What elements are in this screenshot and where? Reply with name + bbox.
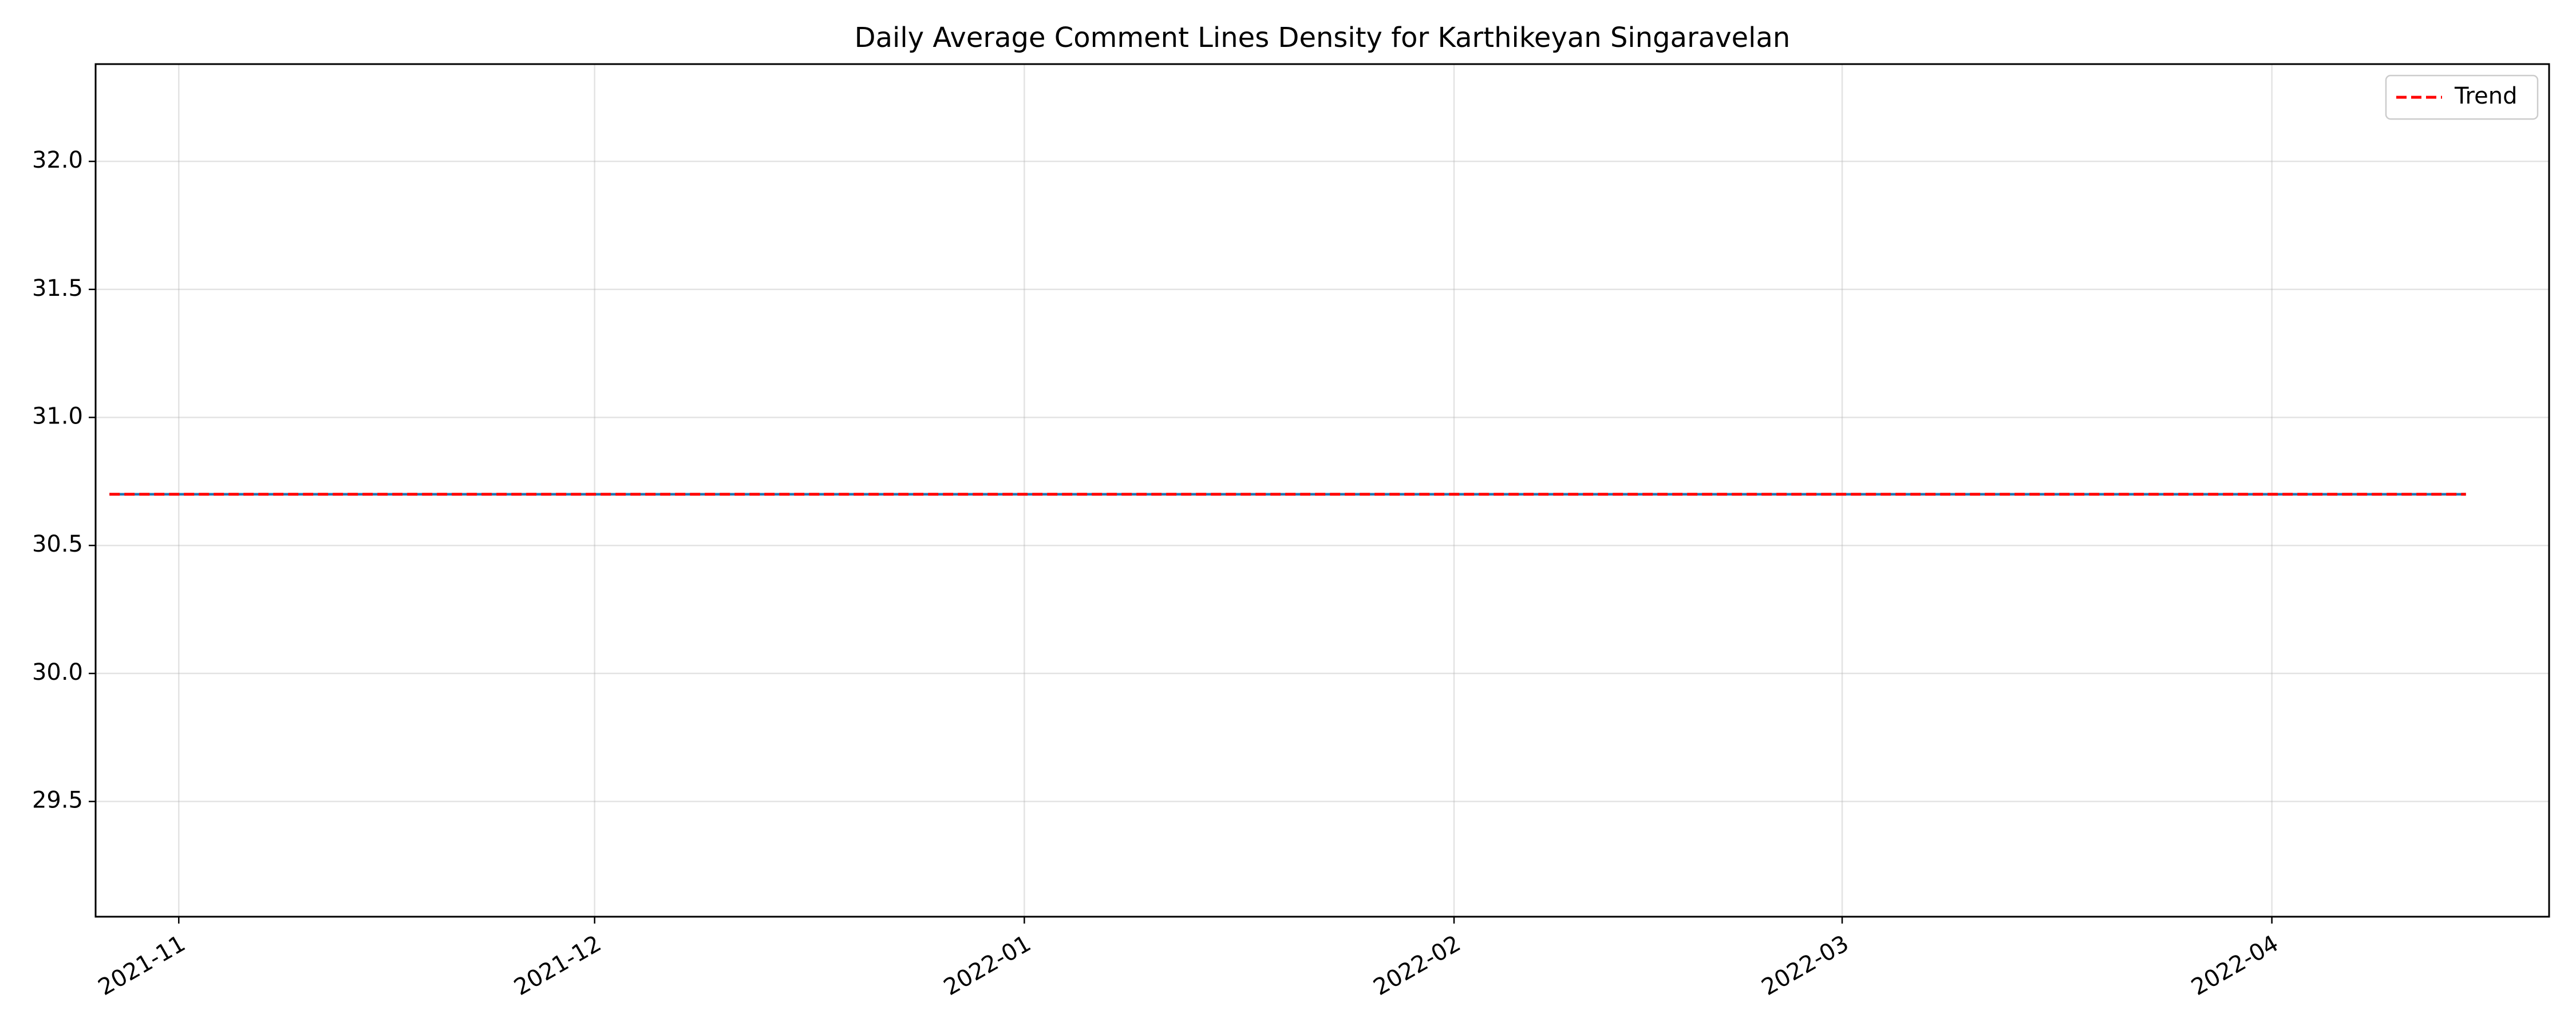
x-tick-label: 2022-01 xyxy=(939,930,1036,1001)
y-tick-label: 31.0 xyxy=(32,403,83,429)
legend-label: Trend xyxy=(2454,83,2517,109)
legend: Trend xyxy=(2385,74,2539,120)
chart-title: Daily Average Comment Lines Density for … xyxy=(855,22,1791,54)
axes: 29.5 30.0 30.5 31.0 31.5 32.0 2021-11 2021-12 20… xyxy=(32,147,2283,1001)
plot-frame xyxy=(94,63,2550,918)
x-tick-label: 2022-03 xyxy=(1757,930,1854,1001)
y-tick-label: 30.5 xyxy=(32,531,83,557)
y-tick-label: 31.5 xyxy=(32,275,83,302)
x-tick-label: 2022-02 xyxy=(1369,930,1465,1001)
grid xyxy=(96,64,2549,917)
y-tick-label: 32.0 xyxy=(32,147,83,173)
x-tick-label: 2021-11 xyxy=(94,930,190,1001)
x-tick-label: 2022-04 xyxy=(2187,930,2283,1001)
y-tick-label: 30.0 xyxy=(32,659,83,686)
y-tick-label: 29.5 xyxy=(32,787,83,814)
x-tick-label: 2021-12 xyxy=(509,930,606,1001)
legend-box xyxy=(2385,74,2539,120)
